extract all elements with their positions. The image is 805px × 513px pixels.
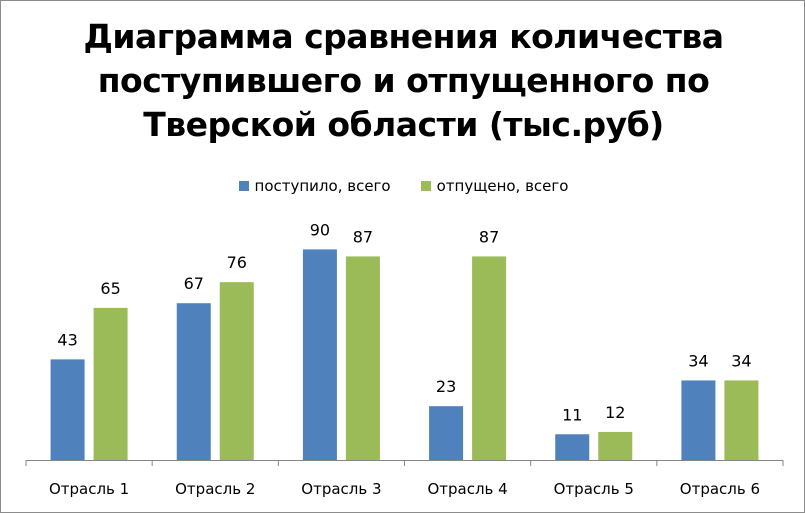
data-label-series-1: 11: [562, 405, 582, 424]
data-label-series-1: 43: [57, 330, 77, 349]
legend-swatch-series-1: [238, 181, 249, 191]
bar-series-2: [724, 380, 759, 460]
data-label-series-1: 90: [310, 220, 330, 239]
bar-series-1: [555, 434, 590, 460]
chart-title: Диаграмма сравнения количества поступивш…: [83, 17, 724, 144]
x-tick-label: Отрасль 4: [427, 480, 507, 498]
legend-label-series-1: поступило, всего: [254, 177, 391, 195]
data-label-series-2: 87: [353, 227, 373, 246]
legend-item-series-1: поступило, всего: [238, 177, 391, 195]
data-label-series-2: 87: [479, 227, 499, 246]
x-tick-label: Отрасль 6: [680, 480, 760, 498]
data-label-series-1: 23: [436, 377, 456, 396]
bar-series-1: [681, 380, 716, 460]
bar-series-2: [598, 431, 633, 460]
bar-series-2: [219, 282, 254, 460]
bar-series-1: [50, 359, 85, 460]
legend-item-series-2: отпущено, всего: [420, 177, 569, 195]
x-tick-label: Отрасль 1: [49, 480, 129, 498]
bar-series-2: [93, 307, 128, 460]
bar-series-1: [429, 406, 464, 460]
x-tick-label: Отрасль 5: [554, 480, 634, 498]
bar-series-2: [345, 256, 380, 460]
data-label-series-2: 65: [100, 279, 120, 298]
data-label-series-2: 12: [605, 403, 625, 422]
legend-label-series-2: отпущено, всего: [436, 177, 569, 195]
bar-series-1: [302, 249, 337, 460]
bar-series-2: [472, 256, 507, 460]
chart-legend: поступило, всего отпущено, всего: [1, 177, 805, 195]
data-label-series-2: 76: [227, 253, 247, 272]
data-label-series-1: 34: [688, 351, 708, 370]
x-tick-label: Отрасль 3: [301, 480, 381, 498]
x-tick-label: Отрасль 2: [175, 480, 255, 498]
data-label-series-1: 67: [184, 274, 204, 293]
data-label-series-2: 34: [731, 351, 751, 370]
bar-series-1: [176, 303, 211, 460]
legend-swatch-series-2: [420, 181, 431, 191]
